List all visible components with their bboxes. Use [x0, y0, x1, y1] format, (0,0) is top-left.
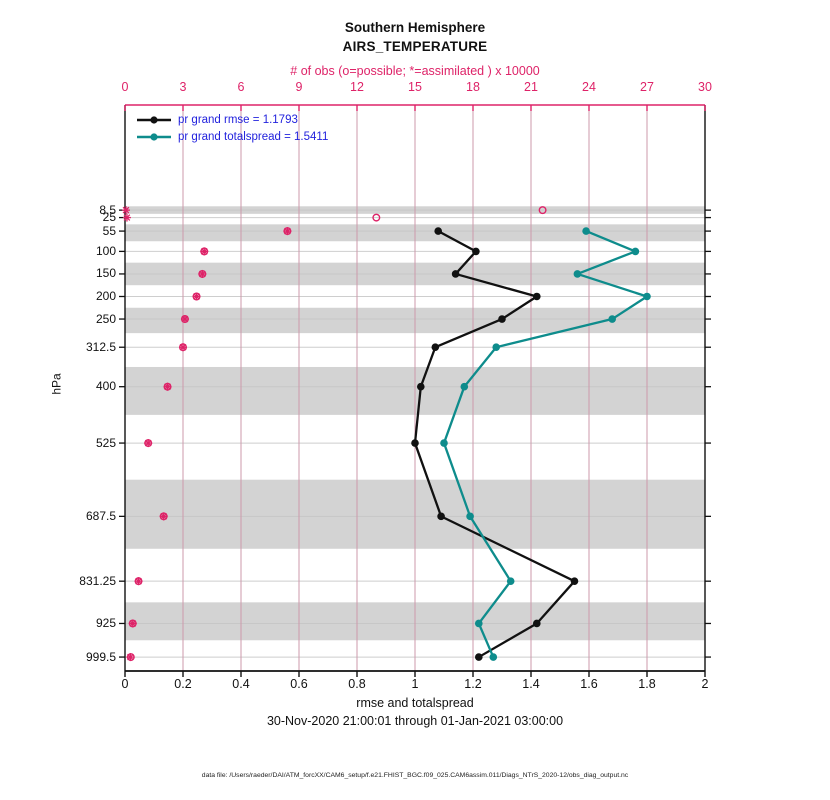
date-range-label: 30-Nov-2020 21:00:01 through 01-Jan-2021…: [266, 714, 564, 728]
pressure-tick-label: 831.25: [79, 573, 116, 588]
pressure-tick-label: 200: [95, 288, 116, 303]
pressure-tick-label: 999.5: [85, 649, 116, 664]
rmse-tick-label: 1.8: [638, 677, 656, 691]
pressure-tick-label: 8.5: [99, 202, 116, 217]
obs-tick-label: 6: [237, 80, 245, 94]
pressure-tick-label: 687.5: [85, 508, 116, 523]
rmse-tick-label: 0: [121, 677, 129, 691]
obs-axis-label: # of obs (o=possible; *=assimilated ) x …: [290, 64, 540, 78]
pressure-tick-label: 925: [95, 615, 116, 630]
legend-label-rmse: pr grand rmse = 1.1793: [178, 113, 298, 126]
rmse-tick-label: 0.2: [174, 677, 192, 691]
rmse-tick-label: 1: [411, 677, 419, 691]
pressure-tick-label: 525: [95, 435, 116, 450]
pressure-tick-label: 312.5: [85, 339, 116, 354]
pressure-tick-label: 25: [102, 210, 116, 225]
rmse-tick-label: 0.8: [348, 677, 366, 691]
obs-tick-label: 0: [121, 80, 129, 94]
legend-line-totalspread-icon: [137, 132, 171, 141]
pressure-tick-label: 150: [95, 266, 116, 281]
obs-tick-label: 18: [466, 80, 480, 94]
obs-tick-label: 27: [640, 80, 654, 94]
rmse-tick-label: 1.4: [522, 677, 540, 691]
figure-title: Southern Hemisphere: [344, 20, 486, 35]
pressure-tick-label: 100: [95, 243, 116, 258]
legend: pr grand rmse = 1.1793 pr grand totalspr…: [136, 111, 328, 145]
pressure-tick-label: 250: [95, 311, 116, 326]
legend-line-rmse-icon: [137, 115, 171, 124]
rmse-tick-label: 2: [701, 677, 709, 691]
obs-tick-label: 30: [698, 80, 712, 94]
y-axis-label: hPa: [49, 373, 64, 395]
obs-tick-label: 3: [179, 80, 187, 94]
rmse-tick-label: 0.6: [290, 677, 308, 691]
obs-tick-label: 9: [295, 80, 303, 94]
legend-item-rmse: pr grand rmse = 1.1793: [136, 111, 328, 128]
legend-label-totalspread: pr grand totalspread = 1.5411: [178, 130, 329, 143]
legend-item-totalspread: pr grand totalspread = 1.5411: [136, 128, 328, 145]
rmse-tick-label: 1.2: [464, 677, 482, 691]
obs-tick-label: 24: [582, 80, 596, 94]
figure-subtitle: AIRS_TEMPERATURE: [342, 39, 488, 54]
obs-tick-label: 12: [350, 80, 364, 94]
data-file-path: data file: /Users/raeder/DAI/ATM_forcXX/…: [201, 772, 629, 779]
pressure-tick-label: 400: [95, 379, 116, 394]
obs-tick-label: 15: [408, 80, 422, 94]
pressure-tick-label: 55: [102, 223, 116, 238]
rmse-tick-label: 0.4: [232, 677, 250, 691]
rmse-tick-label: 1.6: [580, 677, 598, 691]
obs-tick-label: 21: [524, 80, 538, 94]
x-axis-label: rmse and totalspread: [356, 696, 474, 710]
